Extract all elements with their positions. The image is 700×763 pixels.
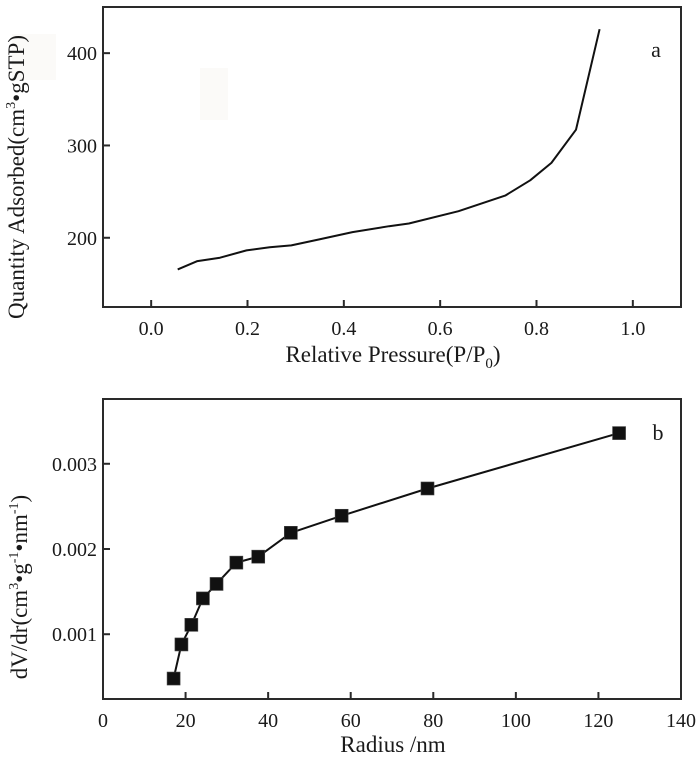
x-tick-label: 0.2 <box>235 318 260 340</box>
data-point <box>284 526 298 540</box>
scan-artifact <box>12 34 56 80</box>
y-axis-title-a-post: •gSTP) <box>4 35 29 102</box>
x-tick-label: 0.6 <box>428 318 453 340</box>
y-axis-b: 0.001 0.002 0.003 <box>52 454 110 646</box>
x-axis-title-a-sub: 0 <box>485 356 493 372</box>
x-tick-label: 60 <box>341 710 361 732</box>
data-point <box>174 637 189 652</box>
data-point <box>420 481 435 496</box>
y-axis-title-b-mid: •g <box>7 563 32 583</box>
y-axis-title-b-pre: dV/dr(cm <box>7 590 32 680</box>
data-point <box>209 577 224 591</box>
x-axis-a: 0.0 0.2 0.4 0.6 0.8 1.0 <box>139 300 645 340</box>
series-line <box>177 28 601 271</box>
panel-label-a: a <box>651 37 661 62</box>
y-tick-label: 0.001 <box>52 624 97 646</box>
x-tick-label: 100 <box>501 710 531 732</box>
y-axis-title-b-sup3: -1 <box>7 502 22 514</box>
x-tick-label: 40 <box>258 710 278 732</box>
data-point <box>166 671 181 686</box>
x-tick-label: 0.0 <box>139 318 164 340</box>
x-axis-title-a-tail: ) <box>493 342 501 367</box>
data-point <box>612 426 626 440</box>
data-point <box>334 508 349 523</box>
scan-artifact <box>200 68 228 120</box>
y-tick-label: 0.002 <box>52 539 97 561</box>
x-tick-label: 0.4 <box>331 318 356 340</box>
x-tick-label: 1.0 <box>620 318 645 340</box>
y-tick-label: 400 <box>67 43 97 65</box>
x-axis-title-b: Radius /nm <box>340 732 446 757</box>
y-axis-title-b-sup2: -1 <box>7 552 22 564</box>
x-axis-b: 0 20 40 60 80 100 120 140 <box>98 692 696 732</box>
y-tick-label: 0.003 <box>52 454 97 476</box>
x-tick-label: 0.8 <box>524 318 549 340</box>
y-axis-a: 200 300 400 <box>67 43 110 250</box>
plot-frame-b <box>102 398 682 700</box>
x-axis-title-a-main: Relative Pressure(P/P <box>285 342 485 367</box>
data-point <box>229 555 244 570</box>
x-tick-label: 0 <box>98 710 108 732</box>
x-tick-label: 120 <box>583 710 613 732</box>
x-tick-label: 140 <box>666 710 696 732</box>
panel-b-pore-distribution: 0 20 40 60 80 100 120 140 0.001 0.002 0.003 b Rad… <box>7 398 696 757</box>
y-tick-label: 300 <box>67 135 97 157</box>
y-axis-title-b-mid2: •nm <box>7 514 32 552</box>
series-b <box>166 426 626 686</box>
y-axis-title-b: dV/dr(cm3•g-1•nm-1) <box>7 495 32 679</box>
y-axis-title-b-sup: 3 <box>7 583 22 590</box>
y-axis-title-a-sup: 3 <box>4 102 19 109</box>
x-tick-label: 20 <box>176 710 196 732</box>
data-point <box>184 618 199 632</box>
data-point <box>196 591 210 606</box>
panel-label-b: b <box>653 420 664 445</box>
data-point <box>251 549 266 564</box>
y-tick-label: 200 <box>67 228 97 250</box>
series-line <box>172 432 620 679</box>
panel-a-isotherm: 0.0 0.2 0.4 0.6 0.8 1.0 200 300 400 a Relative … <box>4 6 682 372</box>
x-axis-title-a: Relative Pressure(P/P0) <box>285 342 500 372</box>
series-a <box>177 28 601 271</box>
y-axis-title-a: Quantity Adsorbed(cm3•gSTP) <box>4 35 29 319</box>
y-axis-title-a-pre: Quantity Adsorbed(cm <box>4 109 29 319</box>
x-tick-label: 80 <box>423 710 443 732</box>
y-axis-title-b-post: ) <box>7 495 32 503</box>
plot-frame-a <box>102 6 682 308</box>
